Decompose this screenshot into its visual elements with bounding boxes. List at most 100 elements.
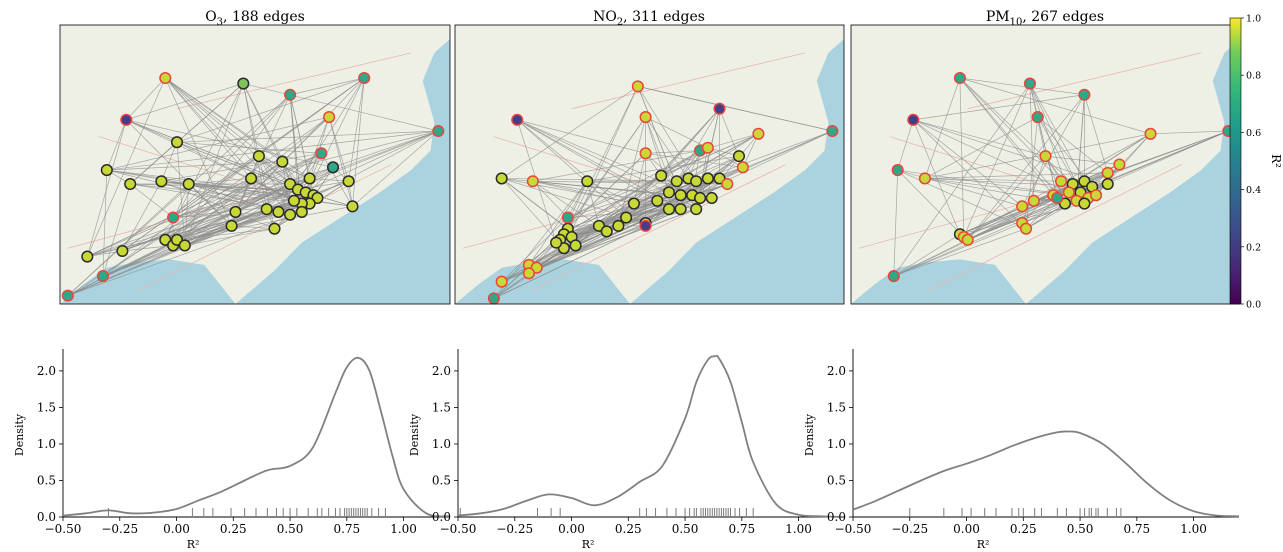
network-edge [912, 119, 1027, 229]
map-sea [60, 39, 450, 304]
y-axis-label: Density [408, 413, 421, 456]
x-tick-label: −0.50 [440, 522, 477, 536]
station-node [1016, 200, 1029, 213]
network-nodes [61, 71, 445, 302]
station-node [284, 208, 297, 221]
network-edge [251, 130, 439, 179]
network-edge [106, 116, 330, 171]
network-edge [913, 119, 1108, 185]
network-edge [563, 178, 720, 235]
network-edge [126, 77, 166, 121]
station-node [323, 111, 336, 124]
network-edge [913, 94, 1085, 121]
station-node [237, 77, 250, 90]
network-edge [924, 116, 1038, 179]
y-tick-label: 1.0 [37, 437, 56, 451]
network-edge [963, 83, 1031, 238]
density-curve [457, 354, 845, 518]
x-tick-label: 1.00 [785, 522, 812, 536]
network-edge [637, 86, 833, 132]
station-node [1144, 127, 1157, 140]
station-node [287, 194, 301, 207]
network-edge [645, 116, 689, 179]
station-node [550, 236, 563, 249]
network-edge [1022, 203, 1066, 224]
y-tick-label: 2.0 [37, 364, 56, 378]
y-tick-label: 1.0 [432, 437, 451, 451]
network-edge [102, 203, 302, 277]
network-edge [536, 180, 677, 269]
network-edge [309, 178, 349, 182]
x-tick-label: −0.50 [45, 522, 82, 536]
network-edge [184, 228, 275, 246]
network-edge [688, 155, 740, 179]
x-tick-label: 0.25 [1010, 522, 1037, 536]
x-tick-label: −0.25 [496, 522, 533, 536]
network-edge [501, 178, 565, 249]
network-edge [176, 200, 295, 241]
station-node [526, 175, 539, 188]
station-node [690, 203, 703, 216]
network-edge [645, 152, 743, 168]
colorbar-tick-label: 0.4 [1246, 185, 1261, 196]
station-node [61, 289, 74, 302]
network-edge [352, 130, 439, 207]
network-edge [161, 142, 178, 182]
map-sea [455, 39, 844, 304]
colorbar: 0.0 0.2 0.4 0.6 0.8 1.0 R² [1229, 14, 1283, 311]
network-edge [913, 119, 1023, 207]
network-edge [243, 83, 439, 132]
network-nodes [487, 80, 839, 305]
network-edge [320, 153, 353, 207]
network-edge [959, 197, 1058, 235]
x-tick-label: 0.00 [953, 522, 980, 536]
network-edge [893, 222, 1023, 277]
network-edge [106, 161, 283, 171]
network-edge [129, 183, 174, 218]
x-axis-label: R² [977, 538, 990, 551]
x-tick-label: 1.00 [1180, 522, 1207, 536]
network-edge [897, 169, 965, 238]
network-edge [1037, 116, 1093, 188]
station-node [116, 244, 129, 258]
network-edge [1029, 83, 1035, 201]
colorbar-tick-label: 0.2 [1246, 242, 1261, 253]
network-edge [501, 86, 639, 179]
station-node [495, 172, 508, 185]
station-node [1113, 158, 1126, 171]
network-edge [567, 181, 588, 218]
station-node [342, 175, 355, 188]
station-node [569, 239, 582, 252]
map-road [532, 164, 786, 291]
network-edge [555, 150, 701, 243]
station-node [260, 203, 273, 216]
x-tick-label: 0.25 [615, 522, 642, 536]
station-node [887, 270, 900, 283]
network-edge [176, 77, 365, 143]
station-node [694, 191, 707, 205]
station-node [167, 211, 180, 224]
station-node [1055, 175, 1068, 188]
network-edge [1021, 94, 1085, 207]
y-tick-label: 0.5 [432, 473, 451, 487]
density-panel-o3: −0.50 −0.25 0.00 0.25 0.50 0.75 1.00 0.0 0.5 1.0 1… [13, 349, 450, 551]
map-panel-o3: O3, 188 edges [59, 9, 451, 305]
station-node [1101, 166, 1114, 179]
network-edge [1150, 130, 1229, 135]
network-edge [172, 94, 291, 218]
network-edge [625, 155, 740, 218]
station-node [732, 150, 746, 163]
network-edge [86, 119, 127, 257]
network-edge [1025, 197, 1058, 229]
map-title: O3, 188 edges [205, 9, 305, 28]
y-tick-label: 0.0 [432, 510, 451, 524]
station-node [918, 172, 931, 185]
station-node [245, 172, 258, 185]
colorbar-label: R² [1269, 154, 1283, 168]
station-node [690, 175, 703, 188]
station-node [639, 147, 652, 160]
station-node [295, 205, 308, 218]
network-edge [67, 239, 178, 296]
network-edge [126, 119, 295, 202]
station-node [674, 203, 687, 216]
